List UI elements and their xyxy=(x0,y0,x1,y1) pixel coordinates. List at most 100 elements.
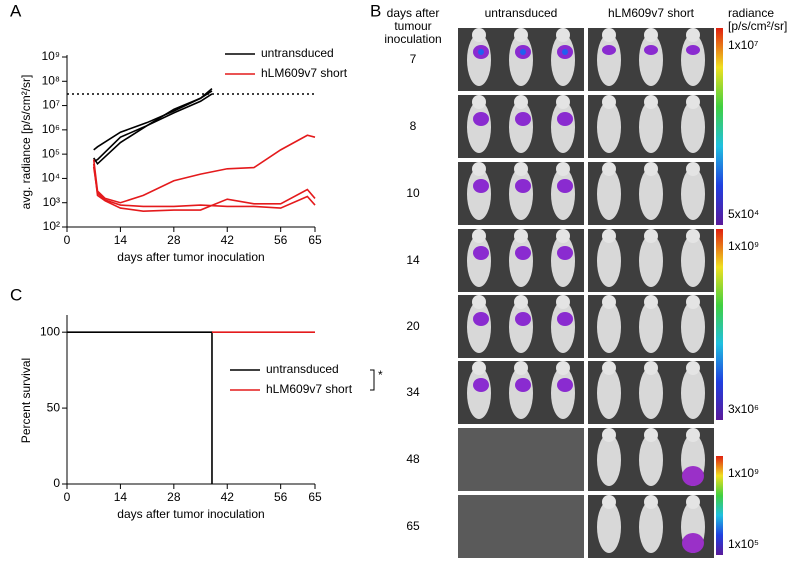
x-tick-label: 0 xyxy=(64,233,71,247)
scale-max: 1x10⁷ xyxy=(728,38,758,52)
mouse-head xyxy=(644,295,658,309)
scale-title: [p/s/cm²/sr] xyxy=(728,19,787,33)
mouse-head xyxy=(644,28,658,42)
mouse-head xyxy=(644,229,658,243)
mouse-head xyxy=(556,95,570,109)
row-label: 20 xyxy=(406,319,420,333)
mouse-head xyxy=(514,229,528,243)
column-header: hLM609v7 short xyxy=(608,6,695,20)
x-tick-label: 14 xyxy=(114,233,128,247)
signal xyxy=(644,45,658,55)
mouse-head xyxy=(686,162,700,176)
mouse xyxy=(639,301,663,353)
signal xyxy=(557,179,573,193)
mouse-head xyxy=(602,495,616,509)
mouse xyxy=(639,235,663,287)
signal xyxy=(515,179,531,193)
mouse-head xyxy=(472,229,486,243)
mouse-head xyxy=(602,361,616,375)
mouse xyxy=(597,367,621,419)
mouse-head xyxy=(472,95,486,109)
significance-bracket xyxy=(370,369,375,391)
mouse-head xyxy=(472,361,486,375)
legend-label: hLM609v7 short xyxy=(261,66,348,80)
scale-min: 5x10⁴ xyxy=(728,207,759,221)
y-tick-label: 10⁴ xyxy=(41,171,60,185)
signal xyxy=(473,112,489,126)
signal xyxy=(473,179,489,193)
mouse xyxy=(639,168,663,220)
colorbar xyxy=(716,229,723,420)
y-tick-label: 10⁵ xyxy=(42,146,60,160)
legend-label: untransduced xyxy=(261,46,334,60)
mouse-head xyxy=(556,361,570,375)
x-axis-label: days after tumor inoculation xyxy=(117,507,264,521)
legend-label: hLM609v7 short xyxy=(266,382,353,396)
mouse-head xyxy=(644,495,658,509)
mouse-head xyxy=(472,28,486,42)
mouse-head xyxy=(644,95,658,109)
mouse-head xyxy=(556,162,570,176)
mouse xyxy=(639,501,663,553)
series-line xyxy=(92,163,316,212)
mouse-head xyxy=(644,361,658,375)
mouse-head xyxy=(514,361,528,375)
mouse-head xyxy=(644,162,658,176)
mouse-head xyxy=(602,295,616,309)
mouse-head xyxy=(686,95,700,109)
y-tick-label: 50 xyxy=(47,400,61,414)
series-line xyxy=(93,93,213,166)
colorbar xyxy=(716,456,723,555)
mouse xyxy=(597,301,621,353)
series-line xyxy=(92,134,316,204)
colorbar xyxy=(716,28,723,225)
mouse xyxy=(639,34,663,86)
y-tick-label: 0 xyxy=(53,476,60,490)
series-line xyxy=(92,166,316,209)
signal xyxy=(473,378,489,392)
row-label: 7 xyxy=(410,52,417,66)
series-line xyxy=(67,331,213,484)
mouse xyxy=(597,434,621,486)
mouse xyxy=(681,168,705,220)
signal xyxy=(515,378,531,392)
mouse xyxy=(597,235,621,287)
signal xyxy=(557,312,573,326)
mouse-head xyxy=(602,229,616,243)
row-label: 8 xyxy=(410,119,417,133)
signal xyxy=(557,112,573,126)
signal-hot xyxy=(478,49,484,55)
mouse xyxy=(639,434,663,486)
signal xyxy=(473,312,489,326)
legend-label: untransduced xyxy=(266,362,339,376)
signal xyxy=(515,312,531,326)
y-tick-label: 10⁸ xyxy=(42,73,60,87)
mouse-head xyxy=(602,28,616,42)
mouse xyxy=(681,367,705,419)
scale-min: 3x10⁶ xyxy=(728,402,759,416)
signal xyxy=(682,533,704,553)
x-tick-label: 28 xyxy=(167,490,181,504)
mouse xyxy=(639,101,663,153)
mouse-head xyxy=(472,162,486,176)
row-label: 34 xyxy=(406,385,420,399)
signal xyxy=(557,246,573,260)
significance-label: * xyxy=(378,368,383,382)
x-tick-label: 42 xyxy=(221,233,235,247)
mouse-head xyxy=(686,361,700,375)
column-header: untransduced xyxy=(485,6,558,20)
mouse-head xyxy=(602,95,616,109)
y-axis-label: Percent survival xyxy=(19,358,33,443)
mouse-head xyxy=(602,162,616,176)
x-tick-label: 0 xyxy=(64,490,71,504)
scale-max: 1x10⁹ xyxy=(728,239,759,253)
row-label: 65 xyxy=(406,519,420,533)
y-tick-label: 10⁷ xyxy=(42,98,60,112)
x-tick-label: 56 xyxy=(274,233,288,247)
signal-hot xyxy=(520,49,526,55)
y-tick-label: 100 xyxy=(40,324,60,338)
x-tick-label: 65 xyxy=(308,233,322,247)
mouse xyxy=(681,301,705,353)
mouse-head xyxy=(556,229,570,243)
